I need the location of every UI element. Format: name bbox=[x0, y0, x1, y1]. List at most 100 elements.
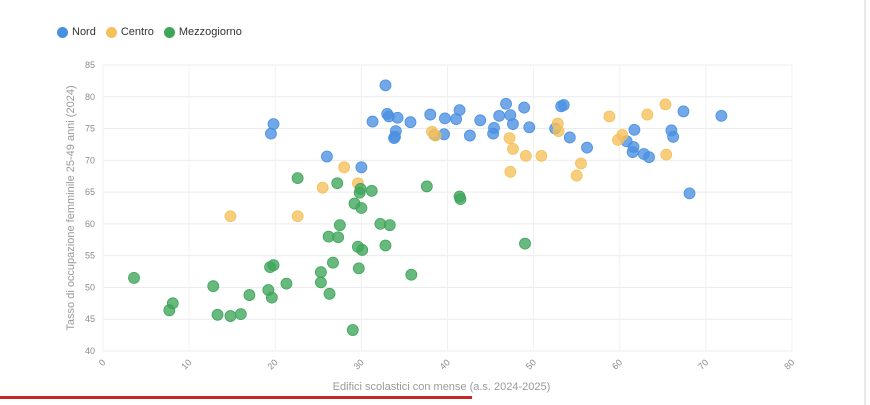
data-point-mezzogiorno bbox=[333, 219, 346, 232]
x-tick-label: 60 bbox=[610, 357, 624, 371]
data-point-centro bbox=[338, 161, 351, 174]
data-point-mezzogiorno bbox=[379, 239, 392, 252]
data-point-mezzogiorno bbox=[224, 310, 237, 322]
data-point-mezzogiorno bbox=[332, 231, 345, 244]
y-tick-label: 60 bbox=[85, 219, 95, 229]
data-point-centro bbox=[429, 129, 442, 142]
x-tick-label: 50 bbox=[524, 357, 538, 371]
data-point-mezzogiorno bbox=[166, 297, 179, 310]
data-point-mezzogiorno bbox=[355, 202, 368, 214]
data-point-nord bbox=[667, 130, 680, 143]
data-point-centro bbox=[660, 148, 673, 161]
data-point-centro bbox=[570, 169, 583, 182]
data-point-nord bbox=[453, 104, 466, 117]
data-point-centro bbox=[535, 149, 548, 162]
data-point-nord bbox=[439, 112, 451, 125]
y-tick-label: 65 bbox=[85, 187, 95, 197]
data-point-nord bbox=[379, 79, 392, 92]
data-point-mezzogiorno bbox=[365, 184, 378, 197]
red-underline-bar bbox=[0, 396, 472, 399]
data-point-nord bbox=[523, 121, 536, 134]
legend-label-nord: Nord bbox=[72, 26, 96, 38]
data-point-mezzogiorno bbox=[383, 219, 396, 232]
panel-divider bbox=[864, 0, 866, 405]
y-tick-label: 55 bbox=[85, 251, 95, 261]
x-tick-label: 80 bbox=[782, 357, 796, 371]
legend-swatch-nord bbox=[57, 26, 68, 38]
data-point-nord bbox=[463, 129, 476, 142]
y-tick-label: 85 bbox=[85, 60, 95, 70]
data-point-nord bbox=[563, 131, 576, 144]
data-point-nord bbox=[683, 187, 696, 200]
data-point-centro bbox=[552, 125, 565, 137]
data-point-centro bbox=[224, 210, 237, 223]
chart-legend: Nord Centro Mezzogiorno bbox=[57, 26, 242, 38]
x-tick-label: 40 bbox=[438, 357, 452, 371]
data-point-mezzogiorno bbox=[314, 266, 327, 279]
data-point-centro bbox=[503, 132, 516, 144]
x-axis-title: Edifici scolastici con mense (a.s. 2024-… bbox=[333, 381, 551, 393]
data-point-mezzogiorno bbox=[405, 268, 418, 281]
data-point-mezzogiorno bbox=[280, 277, 293, 290]
data-point-nord bbox=[715, 109, 728, 122]
data-point-mezzogiorno bbox=[211, 308, 224, 321]
data-point-nord bbox=[389, 130, 401, 143]
data-point-mezzogiorno bbox=[265, 291, 278, 304]
data-point-nord bbox=[677, 105, 690, 118]
data-point-centro bbox=[291, 210, 304, 223]
x-tick-label: 20 bbox=[266, 357, 280, 371]
y-tick-label: 40 bbox=[85, 346, 95, 356]
x-tick-label: 70 bbox=[696, 357, 710, 371]
data-point-nord bbox=[627, 141, 640, 153]
legend-item-centro[interactable]: Centro bbox=[105, 26, 154, 38]
data-point-nord bbox=[628, 123, 641, 136]
data-point-mezzogiorno bbox=[352, 262, 365, 275]
data-point-mezzogiorno bbox=[243, 289, 256, 301]
data-point-mezzogiorno bbox=[314, 276, 327, 289]
data-point-nord bbox=[474, 114, 487, 127]
data-point-mezzogiorno bbox=[420, 180, 433, 193]
data-point-mezzogiorno bbox=[519, 237, 531, 250]
data-point-centro bbox=[316, 181, 329, 194]
data-point-mezzogiorno bbox=[291, 172, 304, 185]
data-point-centro bbox=[504, 165, 517, 178]
data-point-centro bbox=[519, 149, 532, 162]
data-point-centro bbox=[603, 110, 616, 123]
data-point-mezzogiorno bbox=[323, 287, 336, 300]
data-point-mezzogiorno bbox=[267, 259, 280, 272]
legend-item-mezzogiorno[interactable]: Mezzogiorno bbox=[163, 26, 242, 38]
data-point-mezzogiorno bbox=[354, 183, 367, 195]
y-tick-label: 80 bbox=[85, 92, 95, 102]
legend-item-nord[interactable]: Nord bbox=[57, 26, 96, 38]
x-tick-label: 30 bbox=[352, 357, 366, 371]
y-axis-title: Tasso di occupazione femminile 25-49 ann… bbox=[65, 85, 77, 330]
data-point-nord bbox=[424, 108, 437, 121]
data-point-nord bbox=[321, 150, 333, 163]
data-point-nord bbox=[493, 109, 506, 122]
x-tick-label: 0 bbox=[97, 357, 108, 368]
data-point-nord bbox=[366, 115, 379, 128]
data-point-mezzogiorno bbox=[128, 272, 140, 284]
data-point-nord bbox=[643, 151, 655, 164]
data-point-centro bbox=[616, 129, 629, 141]
data-point-centro bbox=[507, 142, 519, 155]
y-tick-label: 45 bbox=[85, 314, 95, 324]
legend-label-centro: Centro bbox=[120, 26, 154, 38]
data-point-nord bbox=[267, 118, 280, 131]
data-point-nord bbox=[391, 111, 404, 124]
data-point-centro bbox=[659, 98, 672, 111]
y-tick-label: 75 bbox=[85, 124, 95, 134]
data-point-centro bbox=[575, 157, 587, 170]
legend-swatch-centro bbox=[105, 26, 117, 38]
data-point-mezzogiorno bbox=[327, 256, 339, 269]
data-point-mezzogiorno bbox=[234, 308, 247, 321]
y-tick-label: 50 bbox=[85, 282, 95, 292]
data-point-mezzogiorno bbox=[346, 324, 359, 336]
data-point-nord bbox=[581, 141, 593, 154]
data-point-mezzogiorno bbox=[331, 177, 344, 190]
data-point-nord bbox=[487, 127, 500, 140]
legend-label-mezzogiorno: Mezzogiorno bbox=[178, 26, 242, 38]
data-point-nord bbox=[355, 161, 368, 174]
